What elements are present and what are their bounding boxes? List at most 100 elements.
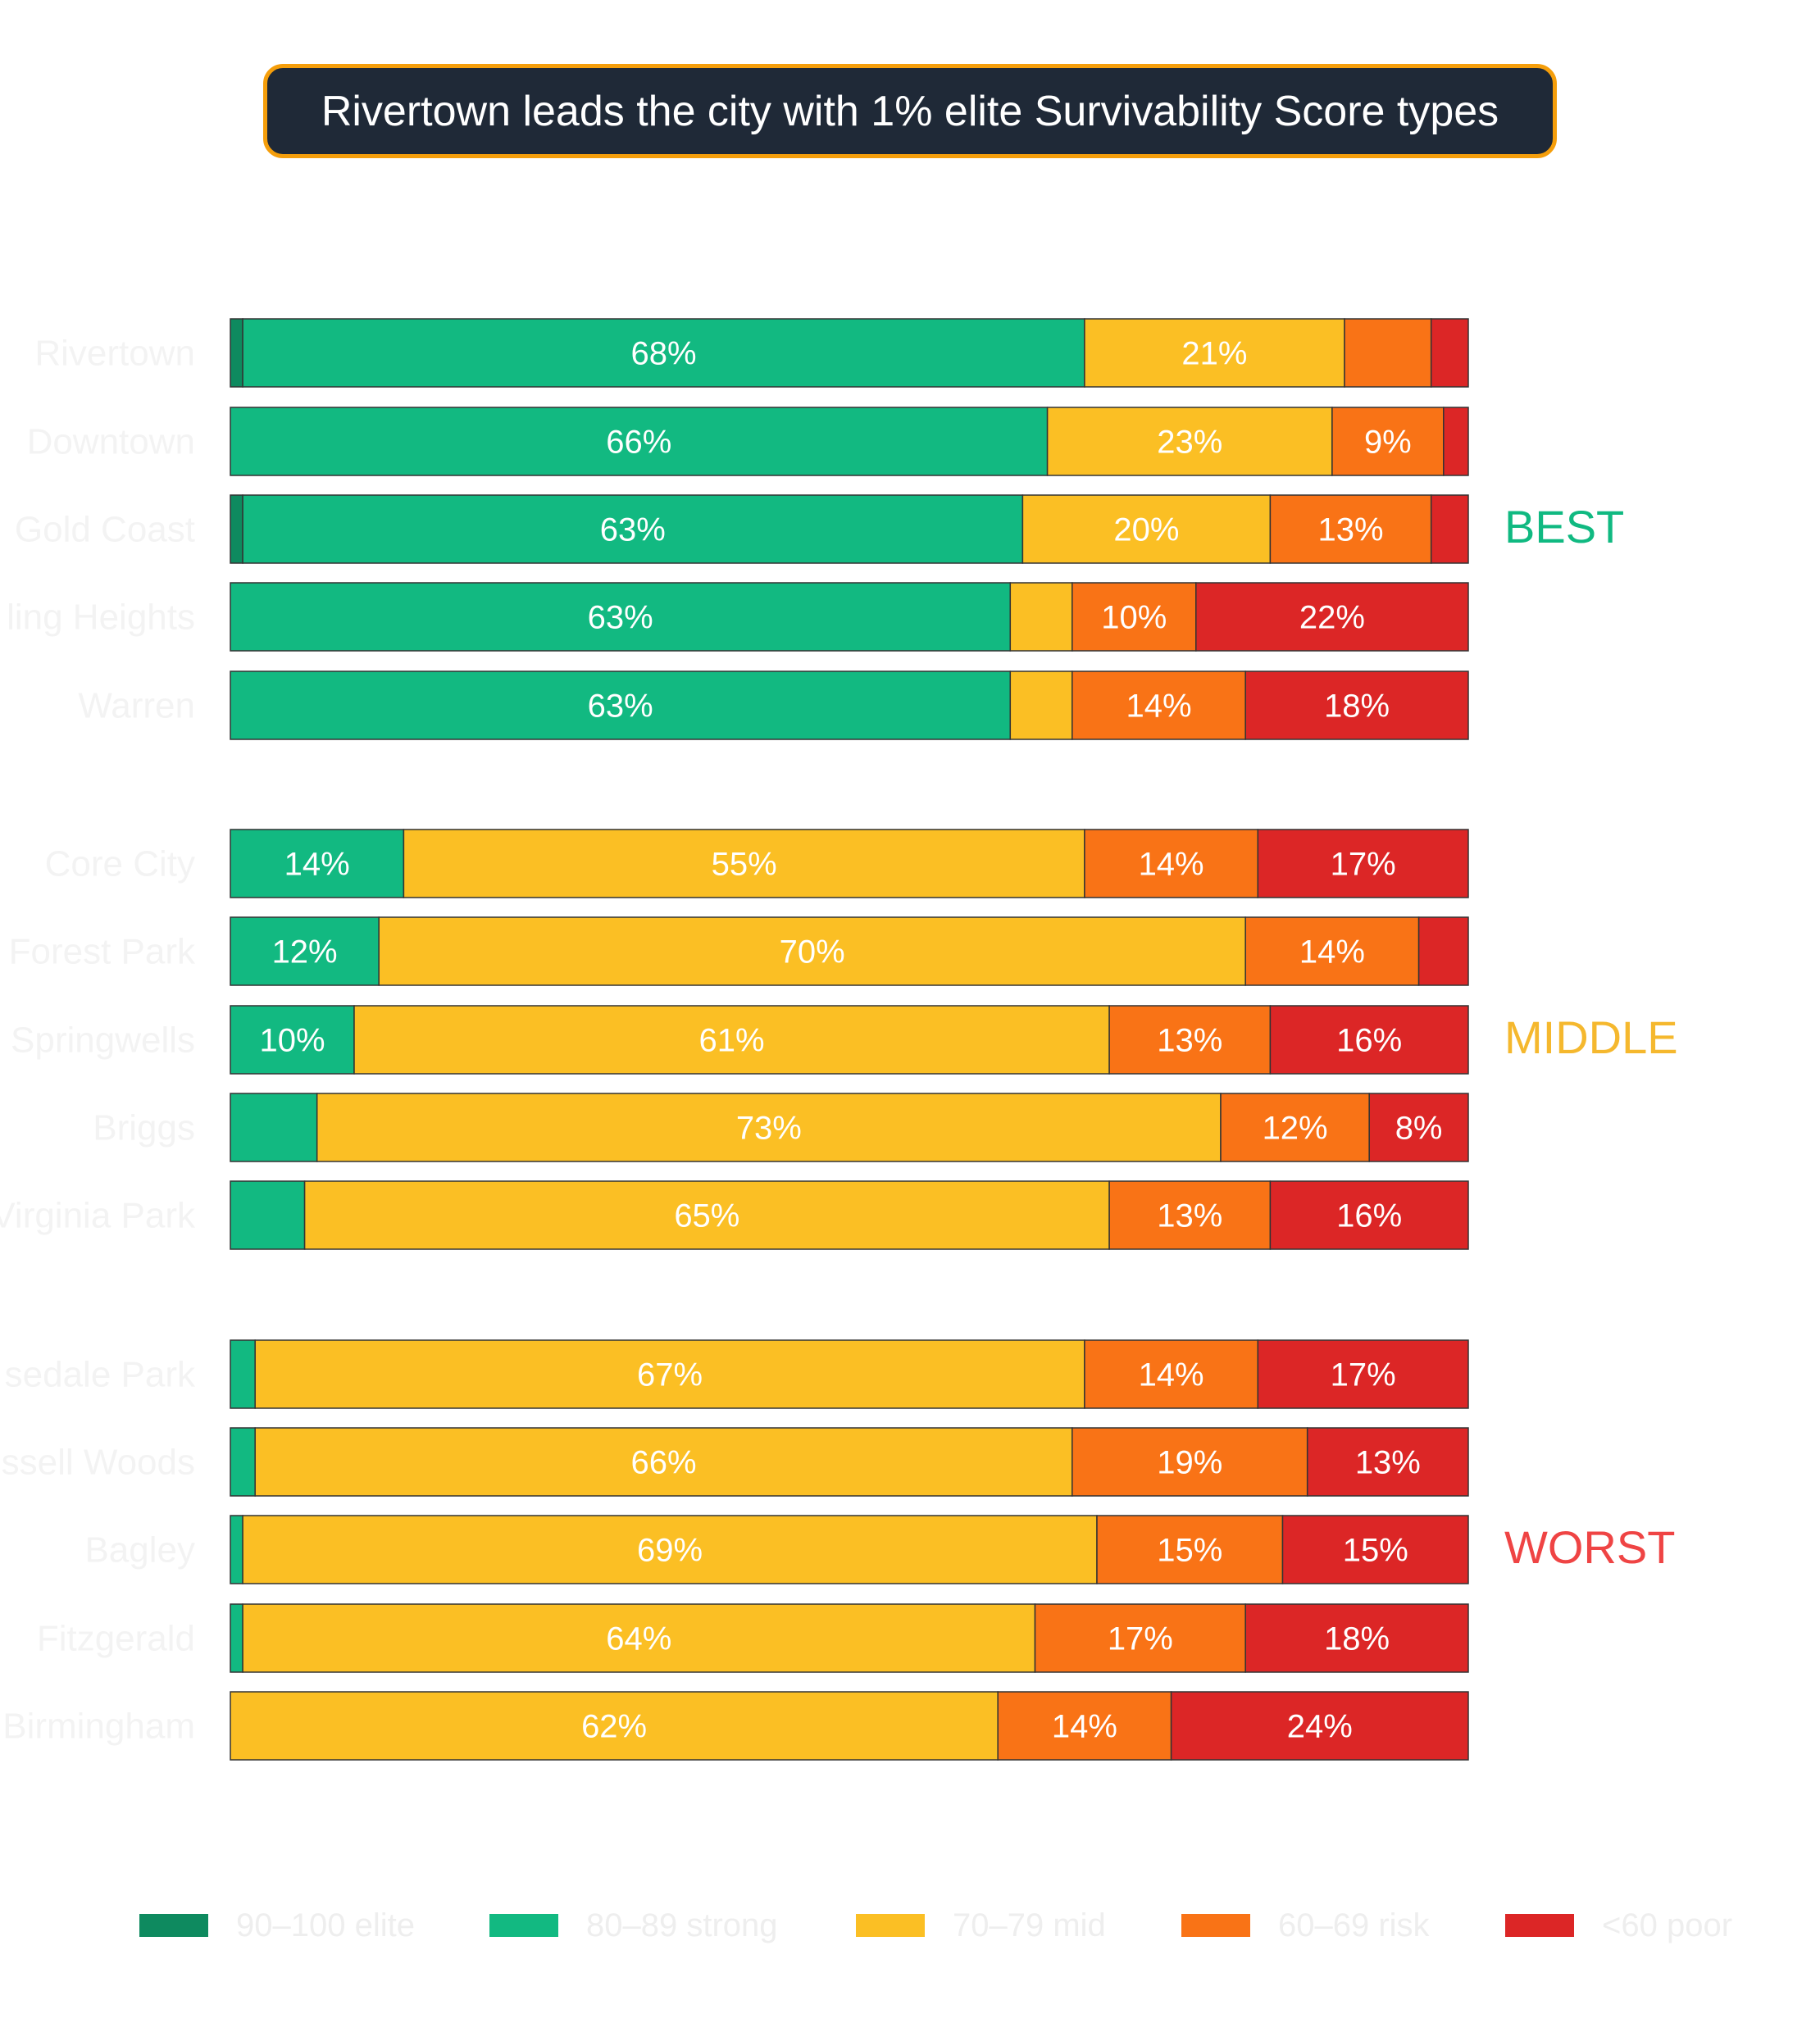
segment-value-label: 10% <box>1101 600 1167 636</box>
bar-segment <box>1269 1005 1469 1075</box>
bar-segment <box>1244 670 1469 740</box>
legend-label: 60–69 risk <box>1278 1907 1431 1943</box>
segment-value-label: 63% <box>588 689 653 725</box>
segment-value-label: 14% <box>1126 689 1191 725</box>
segment-value-label: 17% <box>1331 847 1396 883</box>
row-label: Warren <box>78 686 195 726</box>
bar-segment <box>1009 582 1073 652</box>
bar-segment <box>230 1603 243 1673</box>
row-label: Gold Coast <box>15 510 195 550</box>
segment-value-label: 14% <box>1139 1357 1204 1393</box>
segment-value-label: 12% <box>1263 1111 1328 1147</box>
segment-value-label: 16% <box>1336 1198 1402 1234</box>
bar-segment <box>1344 318 1432 388</box>
legend-item: <60 poor <box>1505 1907 1732 1943</box>
legend-label: 80–89 strong <box>586 1907 778 1943</box>
bar-segment <box>1331 407 1445 476</box>
bar-row: Birmingham 62% 14% 24% <box>2 1691 1469 1761</box>
bar-segment <box>242 318 1085 388</box>
bar-segment <box>1046 407 1333 476</box>
bar-segment <box>378 916 1246 986</box>
bar-row: Virginia Park 65% 13% 16% <box>0 1180 1469 1250</box>
group-label: WORST <box>1504 1521 1675 1573</box>
segment-value-label: 65% <box>674 1198 739 1234</box>
bar-segment <box>1072 582 1197 652</box>
segment-value-label: 63% <box>600 512 666 548</box>
bar-segment <box>1009 670 1073 740</box>
row-label: Briggs <box>93 1108 195 1148</box>
segment-value-label: 20% <box>1113 512 1179 548</box>
bar-segment <box>1108 1180 1272 1250</box>
row-label: Bagley <box>84 1530 195 1571</box>
bar-row: Forest Park 12% 70% 14% <box>9 916 1469 986</box>
bar-segment <box>1072 1427 1308 1497</box>
segment-value-label: 14% <box>1052 1709 1117 1745</box>
segment-value-label: 23% <box>1157 425 1222 461</box>
bar-segment <box>1170 1691 1469 1761</box>
bar-segment <box>1306 1427 1469 1497</box>
bar-segment <box>230 916 380 986</box>
segment-value-label: 14% <box>1139 847 1204 883</box>
bar-segment <box>1244 1603 1469 1673</box>
segment-value-label: 62% <box>581 1709 647 1745</box>
segment-value-label: 73% <box>736 1111 802 1147</box>
row-label: Downtown <box>27 422 195 462</box>
bar-segment <box>230 1180 306 1250</box>
segment-value-label: 16% <box>1336 1023 1402 1059</box>
bar-segment <box>242 1603 1036 1673</box>
bar-segment <box>1269 494 1432 564</box>
bar-row: ling Heights 63% 10% 22% <box>7 582 1469 652</box>
bar-segment <box>1430 318 1469 388</box>
row-label: ssell Woods <box>2 1443 195 1483</box>
row-label: Birmingham <box>2 1707 195 1747</box>
segment-value-label: 66% <box>606 425 671 461</box>
bar-segment <box>254 1339 1085 1409</box>
bar-segment <box>1034 1603 1246 1673</box>
segment-value-label: 10% <box>259 1023 325 1059</box>
legend-swatch <box>139 1914 208 1937</box>
row-label: Virginia Park <box>0 1196 196 1236</box>
segment-value-label: 12% <box>272 934 338 970</box>
bar-segment <box>1195 582 1469 652</box>
row-label: ling Heights <box>7 598 195 638</box>
legend-swatch <box>856 1914 925 1937</box>
bar-row: Briggs 73% 12% 8% <box>93 1093 1469 1162</box>
segment-value-label: 24% <box>1287 1709 1353 1745</box>
bar-segment <box>230 407 1049 476</box>
bar-row: Gold Coast 63% 20% 13% <box>15 494 1469 564</box>
bar-row: Downtown 66% 23% 9% <box>27 407 1469 476</box>
row-label: Core City <box>45 844 195 884</box>
segment-value-label: 13% <box>1157 1198 1222 1234</box>
bar-row: Springwells 10% 61% 13% 16% <box>11 1005 1469 1075</box>
bar-segment <box>230 670 1012 740</box>
bar-segment <box>1257 829 1469 898</box>
bar-segment <box>230 1691 999 1761</box>
chart-title-box: Rivertown leads the city with 1% elite S… <box>263 64 1557 158</box>
segment-value-label: 22% <box>1299 600 1365 636</box>
bar-segment <box>1269 1180 1469 1250</box>
bar-segment <box>1244 916 1420 986</box>
row-label: Fitzgerald <box>37 1619 195 1659</box>
segment-value-label: 69% <box>637 1533 703 1569</box>
segment-value-label: 18% <box>1324 689 1390 725</box>
bar-segment <box>230 1093 318 1162</box>
segment-value-label: 9% <box>1364 425 1412 461</box>
bar-segment <box>242 1515 1098 1584</box>
bar-segment <box>303 1180 1110 1250</box>
segment-value-label: 13% <box>1318 512 1384 548</box>
segment-value-label: 13% <box>1355 1445 1421 1481</box>
bar-segment <box>230 1427 256 1497</box>
segment-value-label: 17% <box>1108 1621 1173 1657</box>
segment-value-label: 61% <box>699 1023 765 1059</box>
bar-segment <box>230 829 405 898</box>
segment-value-label: 17% <box>1331 1357 1396 1393</box>
bar-segment <box>403 829 1085 898</box>
bar-segment <box>1443 407 1469 476</box>
legend-swatch <box>489 1914 558 1937</box>
segment-value-label: 55% <box>712 847 777 883</box>
bar-row: ssell Woods 66% 19% 13% <box>2 1427 1469 1497</box>
bar-segment <box>230 1515 243 1584</box>
group-label: BEST <box>1504 501 1624 552</box>
